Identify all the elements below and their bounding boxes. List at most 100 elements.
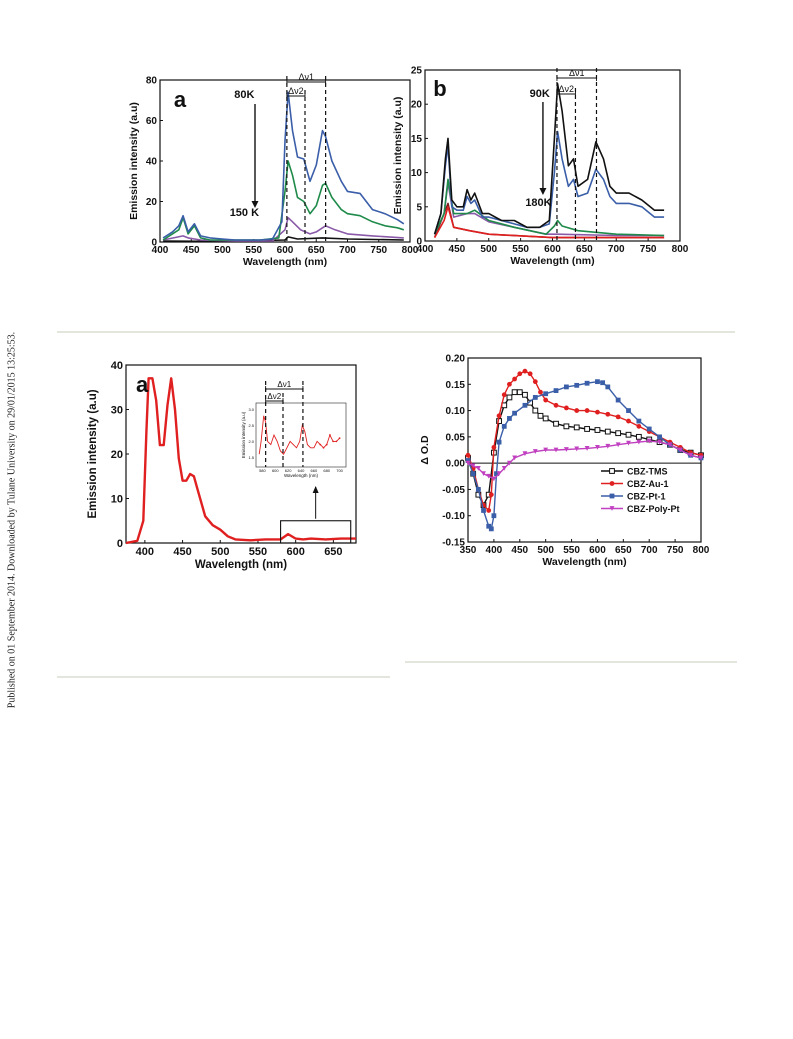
y-axis-label: Emission intensity (a.u) xyxy=(87,389,99,518)
y-tick-label: 0.10 xyxy=(446,406,466,417)
data-point xyxy=(688,452,694,458)
y-tick-label: -0.05 xyxy=(442,485,465,496)
data-point xyxy=(636,439,642,445)
series-line xyxy=(433,130,665,235)
y-tick-label: 0 xyxy=(416,237,422,248)
data-point xyxy=(537,412,544,419)
y-tick-label: -0.10 xyxy=(442,511,465,522)
data-point xyxy=(595,379,600,385)
y-tick-label: 20 xyxy=(146,197,158,208)
zoom-arrow-head xyxy=(312,486,319,493)
data-point xyxy=(516,389,523,396)
panel-label: a xyxy=(136,372,149,397)
inset-data-point xyxy=(325,443,328,446)
legend-label: CBZ-Au-1 xyxy=(627,479,669,489)
data-point xyxy=(507,381,512,387)
data-point xyxy=(496,439,502,445)
x-tick-label: 800 xyxy=(693,545,710,556)
data-point xyxy=(543,447,549,453)
legend-label: CBZ-Poly-Pt xyxy=(627,504,680,514)
y-tick-label: 10 xyxy=(411,168,423,179)
x-tick-label: 450 xyxy=(449,244,466,255)
inset-data-point xyxy=(319,443,322,446)
x-tick-label: 400 xyxy=(486,545,503,556)
x-tick-label: 550 xyxy=(249,546,267,558)
data-point xyxy=(465,458,471,463)
delta-nu2-label: Δν2 xyxy=(288,86,304,96)
data-point xyxy=(512,410,517,416)
x-axis-label: Wavelength (nm) xyxy=(510,255,594,267)
data-point xyxy=(595,444,600,450)
x-tick-label: 600 xyxy=(286,546,304,558)
temperature-label-top: 80K xyxy=(234,89,254,101)
x-axis-label: Wavelength (nm) xyxy=(542,556,626,568)
data-point xyxy=(465,460,471,466)
data-point xyxy=(574,408,580,413)
data-point xyxy=(491,476,497,482)
data-point xyxy=(563,405,569,411)
x-tick-label: 750 xyxy=(370,245,387,256)
temperature-arrow-head xyxy=(539,188,547,195)
inset-x-tick-label: 600 xyxy=(272,468,279,473)
y-tick-label: 0.05 xyxy=(446,432,466,443)
data-point xyxy=(604,428,611,435)
series-line xyxy=(162,160,405,241)
data-point xyxy=(698,455,704,461)
x-tick-label: 500 xyxy=(214,245,231,256)
data-point xyxy=(491,444,497,450)
data-point xyxy=(667,442,673,448)
x-tick-label: 650 xyxy=(308,245,325,256)
x-tick-label: 400 xyxy=(152,245,169,256)
series-line xyxy=(162,91,405,241)
x-tick-label: 450 xyxy=(511,545,528,556)
data-point xyxy=(646,438,652,444)
data-point xyxy=(511,389,518,396)
x-axis-label: Wavelength (nm) xyxy=(195,559,287,571)
delta-nu1-label: Δν1 xyxy=(298,72,314,82)
x-tick-label: 750 xyxy=(640,244,657,255)
inset-delta-nu1-label: Δν1 xyxy=(277,380,291,389)
data-point xyxy=(488,492,494,498)
data-point xyxy=(677,447,683,453)
data-point xyxy=(522,368,528,374)
inset-x-tick-label: 700 xyxy=(336,468,343,473)
transient-absorption-chart: 350 400 450 500 550 600 650 700 750 800 -0.15 -0.10… xyxy=(419,354,710,569)
y-tick-label: 60 xyxy=(146,116,158,127)
y-tick-label: 20 xyxy=(411,100,423,111)
x-tick-label: 500 xyxy=(211,546,229,558)
data-point xyxy=(605,384,611,390)
data-point xyxy=(563,384,569,390)
inset-x-tick-label: 580 xyxy=(259,468,266,473)
download-note-text: Published on 01 September 2014. Download… xyxy=(6,331,18,709)
data-point xyxy=(646,426,652,432)
inset-y-tick-label: 3.0 xyxy=(248,407,254,412)
data-point xyxy=(501,392,507,398)
data-point xyxy=(584,408,590,413)
data-point xyxy=(507,416,512,421)
data-point xyxy=(657,439,662,445)
inset-y-axis-label: Emission intensity (a.u) xyxy=(241,411,246,458)
inset-data-point xyxy=(338,437,341,440)
inset-y-tick-label: 2.5 xyxy=(248,423,254,428)
y-tick-label: 0.15 xyxy=(446,380,466,391)
inset-x-tick-label: 620 xyxy=(285,468,292,473)
x-tick-label: 650 xyxy=(576,244,593,255)
x-tick-label: 750 xyxy=(667,545,684,556)
x-tick-label: 350 xyxy=(460,545,477,556)
data-point xyxy=(563,423,570,430)
inset-x-tick-label: 680 xyxy=(323,468,330,473)
inset-y-tick-label: 2.0 xyxy=(248,439,254,444)
data-point xyxy=(486,523,492,529)
delta-nu2-label: Δν2 xyxy=(558,84,574,94)
data-point xyxy=(563,447,569,452)
x-tick-label: 600 xyxy=(544,244,561,255)
data-point xyxy=(538,389,543,395)
x-tick-label: 550 xyxy=(512,244,529,255)
y-tick-label: 0.20 xyxy=(446,354,466,365)
data-point xyxy=(543,397,549,403)
legend-label: CBZ-TMS xyxy=(627,467,668,477)
data-point xyxy=(605,411,611,417)
data-point xyxy=(636,423,642,429)
data-point xyxy=(553,447,559,453)
x-tick-label: 600 xyxy=(589,545,606,556)
